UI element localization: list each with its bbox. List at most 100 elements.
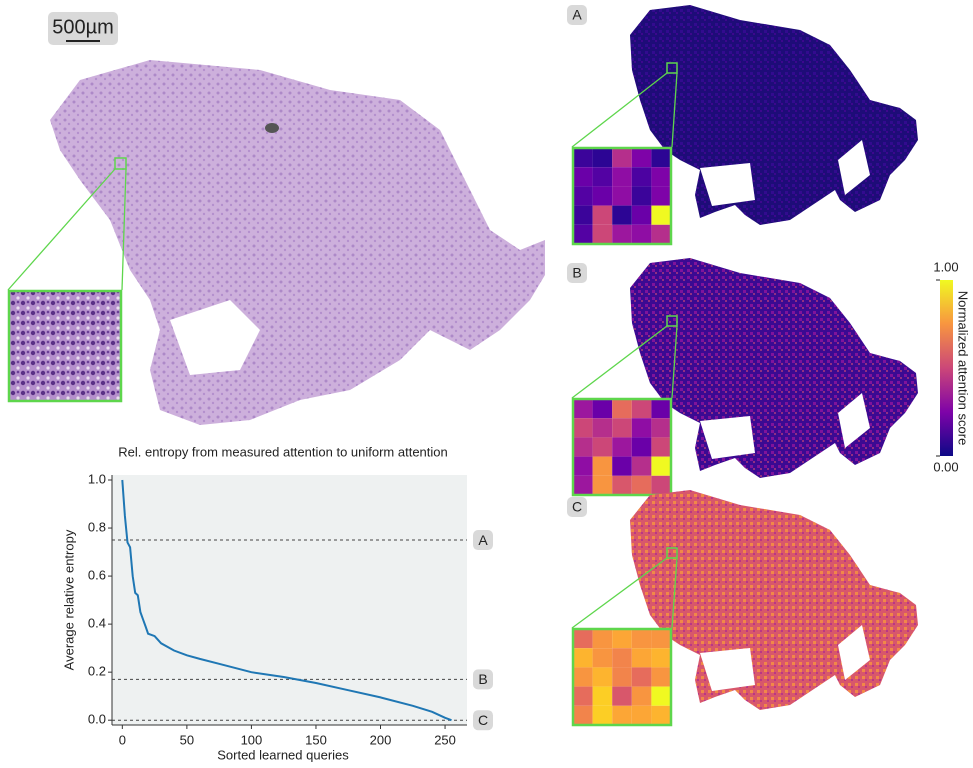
x-tick-label: 100 [241, 732, 263, 747]
inset-cell [651, 437, 671, 456]
inset-cell [573, 706, 593, 725]
y-tick-label: 1.0 [88, 471, 106, 486]
inset-cell [593, 399, 613, 418]
inset-cell [651, 206, 671, 225]
zoom-line [8, 169, 115, 290]
inset-cell [593, 667, 613, 686]
inset-cell [632, 667, 652, 686]
inset-cell [612, 418, 632, 437]
y-axis-label: Average relative entropy [61, 529, 76, 670]
inset-cell [651, 148, 671, 167]
inset-cell [632, 225, 652, 244]
attention-panels: A B C [567, 5, 918, 725]
reference-label: C [478, 712, 488, 728]
inset-cell [593, 437, 613, 456]
page: 500µm A B C 0.00 1.00 Normalized attention … [0, 0, 973, 768]
attention-map: B [567, 258, 918, 495]
panel-label: A [572, 7, 582, 23]
inset-cell [612, 629, 632, 648]
inset-cell [573, 206, 593, 225]
inset-cell [632, 706, 652, 725]
inset-cell [632, 148, 652, 167]
inset-cell [612, 186, 632, 205]
y-tick-label: 0.0 [88, 712, 106, 727]
inset-cell [651, 706, 671, 725]
colorbar-tick-label: 0.00 [933, 459, 958, 474]
inset-cell [593, 476, 613, 495]
inset-cell [573, 186, 593, 205]
inset-cell [573, 476, 593, 495]
inset-cell [573, 437, 593, 456]
inset-cell [593, 418, 613, 437]
map-texture [630, 258, 918, 478]
inset-cell [573, 629, 593, 648]
inset-cell [612, 399, 632, 418]
inset-cell [612, 476, 632, 495]
inset-cell [632, 186, 652, 205]
inset-cell [573, 457, 593, 476]
inset-cell [573, 667, 593, 686]
inset-cell [593, 457, 613, 476]
scale-bar-label: 500µm [52, 16, 114, 38]
inset-cell [573, 148, 593, 167]
reference-label: B [478, 671, 487, 687]
x-axis-label: Sorted learned queries [217, 747, 349, 762]
inset-cell [651, 648, 671, 667]
inset-cell [651, 457, 671, 476]
inset-cell [573, 225, 593, 244]
x-tick-label: 50 [180, 732, 194, 747]
x-tick-label: 200 [370, 732, 392, 747]
inset-cell [651, 186, 671, 205]
inset-cell [593, 186, 613, 205]
inset-cell [651, 667, 671, 686]
inset-cell [593, 629, 613, 648]
inset-cell [632, 167, 652, 186]
inset-cell [612, 206, 632, 225]
map-texture [630, 490, 918, 710]
inset-cell [612, 667, 632, 686]
inset-cell [573, 418, 593, 437]
inset-cell [573, 648, 593, 667]
y-tick-label: 0.2 [88, 664, 106, 679]
colorbar-tick-label: 1.00 [933, 259, 958, 274]
inset-cell [651, 225, 671, 244]
inset-cell [573, 399, 593, 418]
colorbar-label: Normalized attention score [956, 291, 971, 446]
inset-cell [612, 167, 632, 186]
attention-map: C [567, 490, 918, 725]
inset-cell [651, 476, 671, 495]
inset-cell [632, 476, 652, 495]
inset-cell [632, 687, 652, 706]
inset-cell [593, 687, 613, 706]
figure: 500µm A B C 0.00 1.00 Normalized attention … [0, 0, 973, 763]
inset-cell [632, 648, 652, 667]
reference-label: A [478, 532, 488, 548]
map-texture [630, 5, 918, 225]
inset-cell [632, 437, 652, 456]
y-tick-label: 0.4 [88, 616, 106, 631]
inset-cell [632, 206, 652, 225]
inset-cell [593, 706, 613, 725]
inset-cell [651, 629, 671, 648]
colorbar [940, 280, 953, 456]
chart-title: Rel. entropy from measured attention to … [118, 444, 448, 459]
inset-cell [632, 399, 652, 418]
inset-cell [612, 687, 632, 706]
tissue-image [50, 60, 545, 425]
inset-cell [593, 648, 613, 667]
inset-cell [632, 457, 652, 476]
inset-cell [612, 648, 632, 667]
x-tick-label: 150 [305, 732, 327, 747]
inset-cell [651, 167, 671, 186]
inset-cell [632, 418, 652, 437]
attention-map: A [567, 5, 918, 244]
y-tick-label: 0.6 [88, 568, 106, 583]
inset-cell [612, 437, 632, 456]
inset-cell [593, 206, 613, 225]
inset-cell [612, 457, 632, 476]
plot-area [112, 475, 467, 725]
inset-cell [632, 629, 652, 648]
panel-label: B [572, 265, 581, 281]
inset-cell [573, 687, 593, 706]
inset-cell [593, 148, 613, 167]
